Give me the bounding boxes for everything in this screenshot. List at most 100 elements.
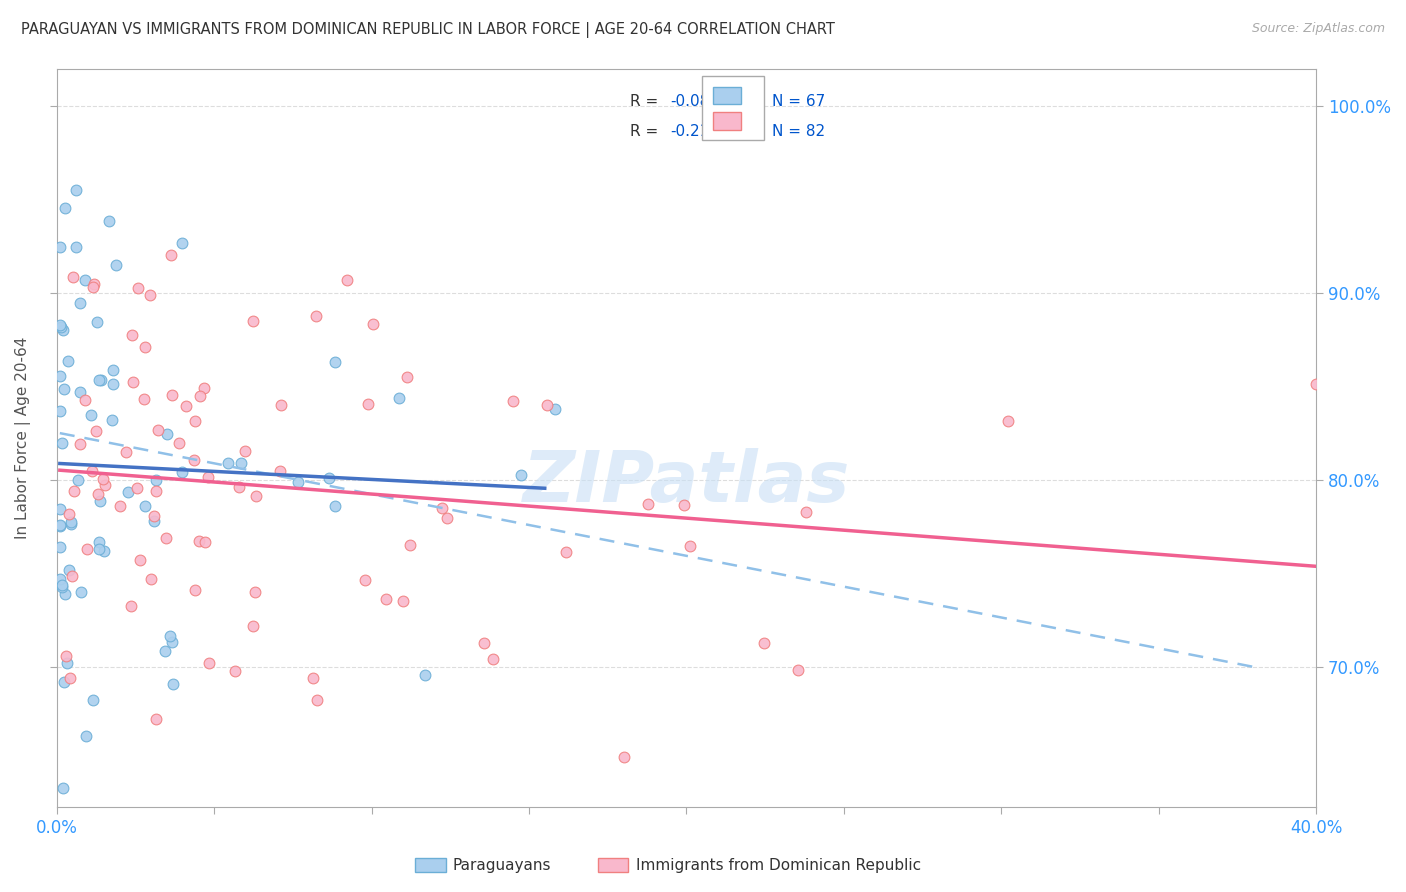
Point xyxy=(49,518,72,533)
Point xyxy=(217,456,239,470)
Point xyxy=(139,572,162,586)
Point xyxy=(75,730,97,744)
Point xyxy=(65,183,87,197)
Point xyxy=(637,497,659,511)
Point xyxy=(134,499,156,513)
Point xyxy=(56,656,79,670)
Point xyxy=(194,535,217,549)
Point xyxy=(242,618,264,632)
Point xyxy=(142,509,165,524)
Point xyxy=(323,499,346,513)
Text: R =: R = xyxy=(630,124,662,139)
Point xyxy=(233,444,256,458)
Point xyxy=(80,464,103,478)
Point xyxy=(413,668,436,682)
Text: Paraguayans: Paraguayans xyxy=(453,858,551,872)
Text: PARAGUAYAN VS IMMIGRANTS FROM DOMINICAN REPUBLIC IN LABOR FORCE | AGE 20-64 CORR: PARAGUAYAN VS IMMIGRANTS FROM DOMINICAN … xyxy=(21,22,835,38)
Point xyxy=(117,485,139,500)
Point xyxy=(245,585,267,599)
Point xyxy=(128,553,150,567)
Point xyxy=(76,541,98,556)
Point xyxy=(69,436,91,450)
Point xyxy=(307,693,329,707)
Point xyxy=(231,457,253,471)
Text: -0.213: -0.213 xyxy=(671,124,718,139)
Point xyxy=(796,505,818,519)
Point xyxy=(90,373,112,387)
Point xyxy=(121,327,143,342)
Point xyxy=(69,295,91,310)
Point xyxy=(183,452,205,467)
Point xyxy=(145,712,167,726)
Point xyxy=(51,435,73,450)
Point xyxy=(63,483,86,498)
Point xyxy=(323,355,346,369)
Point xyxy=(49,519,72,533)
Point xyxy=(49,240,72,254)
Point xyxy=(108,499,131,513)
Point xyxy=(270,398,292,412)
Point xyxy=(193,381,215,395)
Point xyxy=(87,542,110,557)
Point xyxy=(139,288,162,302)
Point xyxy=(105,258,128,272)
Point xyxy=(544,401,567,416)
Point xyxy=(101,363,124,377)
Point xyxy=(49,368,72,383)
Point xyxy=(555,545,578,559)
Point xyxy=(398,537,420,551)
Point xyxy=(228,480,250,494)
Point xyxy=(49,572,72,586)
Point xyxy=(93,543,115,558)
Point xyxy=(361,317,384,331)
Point xyxy=(536,398,558,412)
Point xyxy=(55,649,77,664)
Point xyxy=(153,644,176,658)
Point xyxy=(69,385,91,400)
Point xyxy=(59,671,82,685)
Point xyxy=(242,314,264,328)
Point xyxy=(318,471,340,485)
Text: -0.083: -0.083 xyxy=(671,95,718,110)
Point xyxy=(84,425,107,439)
Point xyxy=(52,781,75,796)
Point xyxy=(754,636,776,650)
Point xyxy=(82,693,104,707)
Point xyxy=(53,587,76,601)
Point xyxy=(184,583,207,598)
Point xyxy=(353,573,375,587)
Point xyxy=(162,677,184,691)
Point xyxy=(510,468,533,483)
Point xyxy=(134,341,156,355)
Point xyxy=(160,635,183,649)
Point xyxy=(997,414,1019,428)
Text: R =: R = xyxy=(630,95,662,110)
Point xyxy=(145,484,167,499)
Point xyxy=(65,240,87,254)
Point xyxy=(302,671,325,685)
Point xyxy=(91,472,114,486)
Point xyxy=(672,498,695,512)
Point xyxy=(83,277,105,291)
Point xyxy=(245,489,267,503)
Point xyxy=(101,377,124,392)
Point xyxy=(51,577,73,591)
Point xyxy=(159,248,181,262)
Point xyxy=(613,749,636,764)
Point xyxy=(51,580,73,594)
Text: N = 67: N = 67 xyxy=(772,95,825,110)
Point xyxy=(502,394,524,409)
Point xyxy=(127,281,149,295)
Text: Source: ZipAtlas.com: Source: ZipAtlas.com xyxy=(1251,22,1385,36)
Point xyxy=(58,563,80,577)
Point xyxy=(101,413,124,427)
Point xyxy=(188,534,211,549)
Point xyxy=(184,414,207,428)
Point xyxy=(51,320,73,334)
Point xyxy=(75,393,97,408)
Y-axis label: In Labor Force | Age 20-64: In Labor Force | Age 20-64 xyxy=(15,336,31,539)
Point xyxy=(174,399,197,413)
Point xyxy=(60,568,83,582)
Point xyxy=(67,474,90,488)
Point xyxy=(89,494,111,508)
